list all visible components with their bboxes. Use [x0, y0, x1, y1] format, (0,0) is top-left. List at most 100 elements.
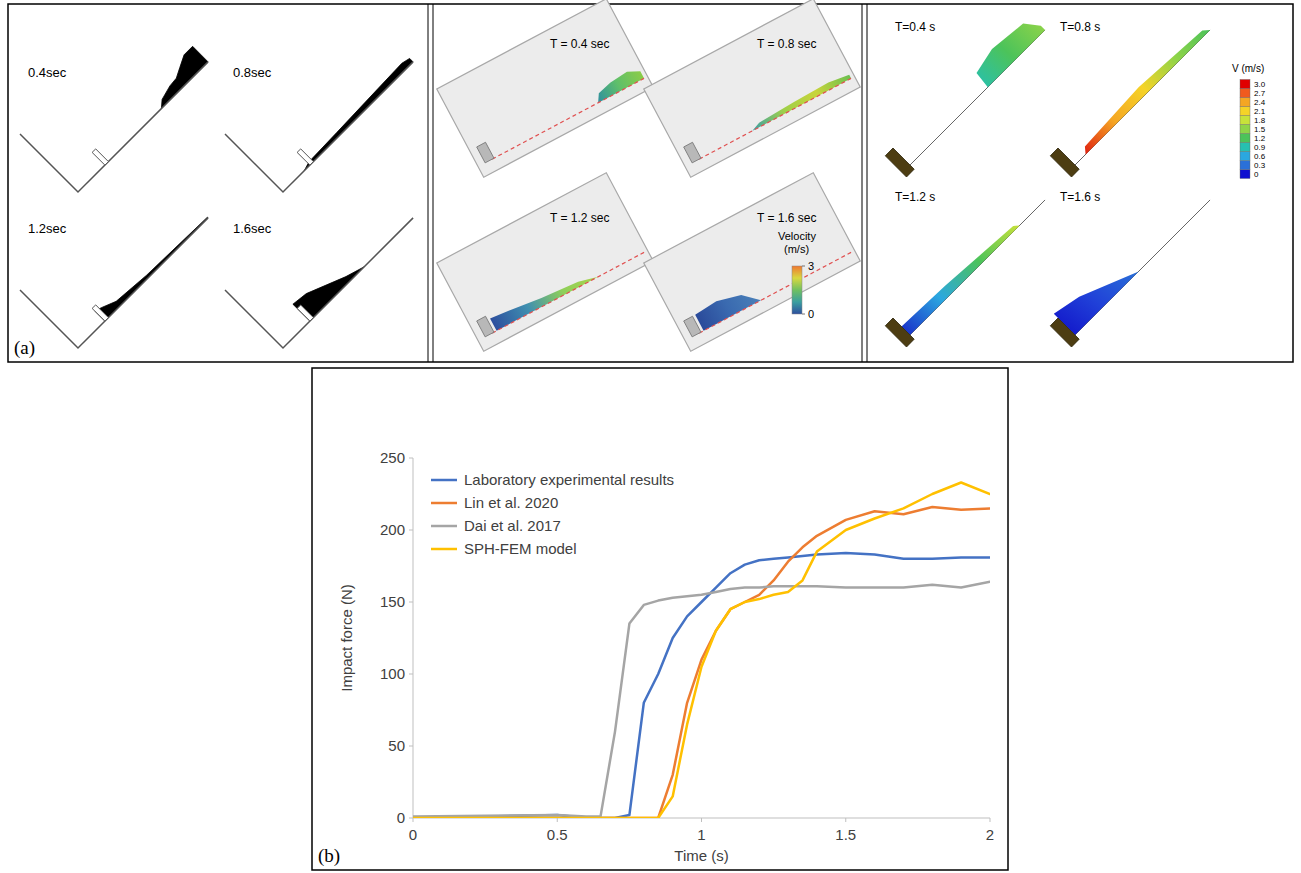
- colorbar-tick-label: 2.4: [1254, 98, 1266, 107]
- barrier: [885, 148, 914, 177]
- colorbar-cell: [1240, 161, 1250, 170]
- colorbar-cell: [1240, 98, 1250, 107]
- legend-swatch: [431, 479, 457, 482]
- colorbar-cell: [1240, 134, 1250, 143]
- barrier: [1050, 318, 1079, 347]
- colorbar-tick-label: 0.3: [1254, 161, 1266, 170]
- flow-mass: [592, 66, 644, 103]
- series-line: [413, 483, 990, 819]
- x-tick-label: 0: [409, 826, 417, 843]
- legend-swatch: [431, 502, 457, 505]
- slope-line: [910, 30, 1045, 165]
- colorbar-tick-label: 1.2: [1254, 134, 1266, 143]
- colorbar-tick-label: 3: [808, 260, 814, 272]
- x-tick: [701, 818, 702, 822]
- colorbar-tick-label: 1.8: [1254, 116, 1266, 125]
- snapshot-middle: [437, 173, 653, 351]
- panel-divider: [867, 4, 868, 362]
- domain-box: [437, 173, 653, 351]
- y-tick-label: 150: [380, 593, 405, 610]
- colorbar-cell: [1240, 125, 1250, 134]
- snapshot-label: 1.2sec: [28, 221, 67, 236]
- barrier: [297, 149, 313, 165]
- channel: [20, 218, 208, 348]
- colorbar-tick-label: 2.7: [1254, 89, 1266, 98]
- flow-mass: [1085, 30, 1210, 154]
- x-tick-label: 1: [697, 826, 705, 843]
- y-tick: [409, 674, 413, 675]
- y-tick-label: 0: [397, 809, 405, 826]
- panel-letter: (b): [318, 845, 340, 867]
- barrier: [92, 149, 108, 165]
- flow-mass: [490, 264, 598, 330]
- flow-mass: [161, 46, 208, 108]
- plot-area: [413, 483, 990, 819]
- legend-label: Dai et al. 2017: [464, 517, 561, 534]
- colorbar-tick: [802, 314, 805, 315]
- slope-line: [492, 77, 647, 159]
- snapshot-right: T=1.6 s: [1050, 190, 1210, 347]
- barrier: [1050, 148, 1079, 177]
- snapshot-label: T = 1.6 sec: [757, 211, 816, 225]
- x-tick: [990, 818, 991, 822]
- flow-mass: [95, 217, 208, 321]
- barrier: [477, 316, 494, 337]
- flow-mass: [902, 225, 1020, 335]
- barrier: [297, 305, 313, 321]
- snapshot-label: T=0.4 s: [895, 20, 935, 34]
- x-tick-label: 0.5: [547, 826, 568, 843]
- y-tick-label: 100: [380, 665, 405, 682]
- colorbar-tick: [802, 266, 805, 267]
- snapshot-label: T=0.8 s: [1060, 20, 1100, 34]
- snapshot-left: 1.2sec: [20, 217, 208, 348]
- panel-frame: [312, 368, 1008, 870]
- x-axis-title: Time (s): [674, 847, 728, 864]
- colorbar-tick-label: 0.9: [1254, 143, 1266, 152]
- y-tick: [409, 818, 413, 819]
- x-tick-label: 1.5: [835, 826, 856, 843]
- slope-line: [699, 77, 854, 159]
- legend-label: SPH-FEM model: [464, 540, 577, 557]
- colorbar-tick-label: 0.6: [1254, 152, 1266, 161]
- colorbar-tick-label: 3.0: [1254, 80, 1266, 89]
- snapshot-left: 0.8sec: [225, 58, 413, 192]
- snapshot-label: T=1.2 s: [895, 190, 935, 204]
- snapshot-label: T = 1.2 sec: [550, 211, 609, 225]
- colorbar-cell: [1240, 107, 1250, 116]
- barrier: [92, 305, 108, 321]
- domain-box: [644, 173, 860, 351]
- snapshot-label: T = 0.4 sec: [550, 37, 609, 51]
- x-tick-label: 2: [986, 826, 994, 843]
- colorbar-cell: [1240, 143, 1250, 152]
- snapshot-label: 0.8sec: [233, 65, 272, 80]
- y-tick: [409, 530, 413, 531]
- legend-label: Lin et al. 2020: [464, 494, 558, 511]
- panel-b: 05010015020025000.511.52Time (s)Impact f…: [312, 368, 1008, 870]
- slope-line: [492, 251, 647, 333]
- slope-line: [699, 251, 854, 333]
- y-tick-label: 250: [380, 449, 405, 466]
- y-tick-label: 50: [388, 737, 405, 754]
- domain-box: [644, 0, 860, 177]
- colorbar-tick-label: 1.5: [1254, 125, 1266, 134]
- snapshot-label: T = 0.8 sec: [757, 37, 816, 51]
- barrier: [684, 142, 701, 163]
- legend-swatch: [431, 525, 457, 528]
- flow-mass: [293, 267, 364, 321]
- series-line: [413, 582, 990, 817]
- figure: 0.4sec 0.8sec 1.2sec 1.6sec T = 0.4 sec T = 0…: [0, 0, 1301, 873]
- x-tick: [845, 818, 846, 822]
- y-axis-title: Impact force (N): [338, 584, 355, 692]
- snapshot-left: 1.6sec: [225, 218, 413, 348]
- x-tick: [413, 818, 414, 822]
- snapshot-middle: [437, 0, 653, 177]
- snapshot-left: 0.4sec: [20, 46, 208, 192]
- barrier: [684, 316, 701, 337]
- snapshot-label: T=1.6 s: [1060, 190, 1100, 204]
- snapshot-right: T=1.2 s: [885, 190, 1045, 347]
- flow-mass: [1054, 271, 1139, 335]
- flow-mass: [749, 72, 851, 131]
- barrier: [477, 142, 494, 163]
- colorbar-title: V (m/s): [1232, 63, 1264, 74]
- colorbar-title: Velocity(m/s): [778, 230, 816, 255]
